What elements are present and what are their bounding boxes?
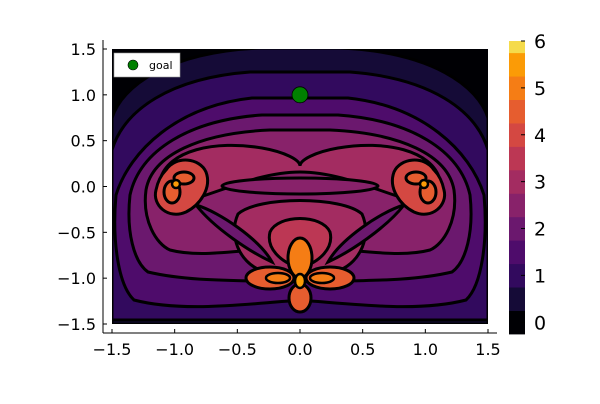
x-tick-label: 1.5: [475, 340, 500, 359]
colorbar-ticks: 0 1 2 3 4 5 6: [521, 31, 546, 334]
colorbar-segment: [509, 263, 525, 288]
colorbar-segment: [509, 216, 525, 241]
x-tick-label: 1.0: [413, 340, 438, 359]
colorbar-tick-label: 3: [534, 172, 546, 194]
contour-valley-left: [191, 202, 276, 266]
y-tick-label: −0.5: [57, 223, 96, 242]
y-tick-label: 1.0: [71, 86, 96, 105]
colorbar-segment: [509, 169, 525, 194]
colorbar-tick-label: 2: [534, 219, 546, 241]
colorbar-segment: [509, 76, 525, 100]
x-tick-label: −0.5: [218, 340, 257, 359]
right-peak-core: [418, 178, 430, 190]
bottom-peak: [244, 236, 356, 314]
colorbar-segment: [509, 41, 525, 54]
legend-goal-label: goal: [149, 59, 173, 72]
colorbar-segment: [509, 193, 525, 218]
y-axis-ticks: −1.5 −1.0 −0.5 0.0 0.5 1.0 1.5: [57, 40, 107, 334]
colorbar-segment: [509, 310, 525, 335]
contour-valley-right: [324, 202, 409, 266]
goal-marker: [291, 86, 309, 104]
contour-bands: [112, 49, 488, 324]
colorbar-segment: [509, 123, 525, 147]
x-tick-label: −1.0: [155, 340, 194, 359]
bottom-peak-core: [293, 272, 307, 290]
bottom-peak-petal-left-inner: [264, 271, 292, 285]
legend-goal-marker: [127, 59, 139, 71]
contour-valley-center: [220, 176, 380, 196]
colorbar-tick-label: 6: [534, 31, 546, 53]
y-tick-label: 0.5: [71, 132, 96, 151]
colorbar-tick-label: 1: [534, 265, 546, 287]
colorbar-segment: [509, 287, 525, 311]
colorbar-segment: [509, 99, 525, 124]
colorbar-tick-label: 4: [534, 125, 546, 147]
y-tick-label: 0.0: [71, 178, 96, 197]
right-peak: [391, 158, 447, 216]
colorbar-segment: [509, 52, 525, 77]
left-peak: [153, 158, 209, 216]
colorbar-segment: [509, 240, 525, 265]
left-peak-core: [170, 178, 182, 190]
bottom-peak-petal-right-inner: [308, 271, 336, 285]
y-tick-label: −1.0: [57, 269, 96, 288]
colorbar-tick-label: 5: [534, 78, 546, 100]
y-tick-label: 1.5: [71, 40, 96, 59]
x-tick-label: 0.0: [287, 340, 312, 359]
colorbar-segment: [509, 146, 525, 171]
bottom-peak-stem: [286, 236, 314, 280]
x-tick-label: −1.5: [93, 340, 132, 359]
x-tick-label: 0.5: [350, 340, 375, 359]
y-tick-label: −1.5: [57, 315, 96, 334]
legend: goal: [113, 52, 181, 78]
colorbar: [509, 41, 525, 335]
x-axis-ticks: −1.5 −1.0 −0.5 0.0 0.5 1.0 1.5: [93, 329, 501, 359]
legend-box: [113, 52, 181, 78]
colorbar-tick-label: 0: [534, 312, 546, 334]
